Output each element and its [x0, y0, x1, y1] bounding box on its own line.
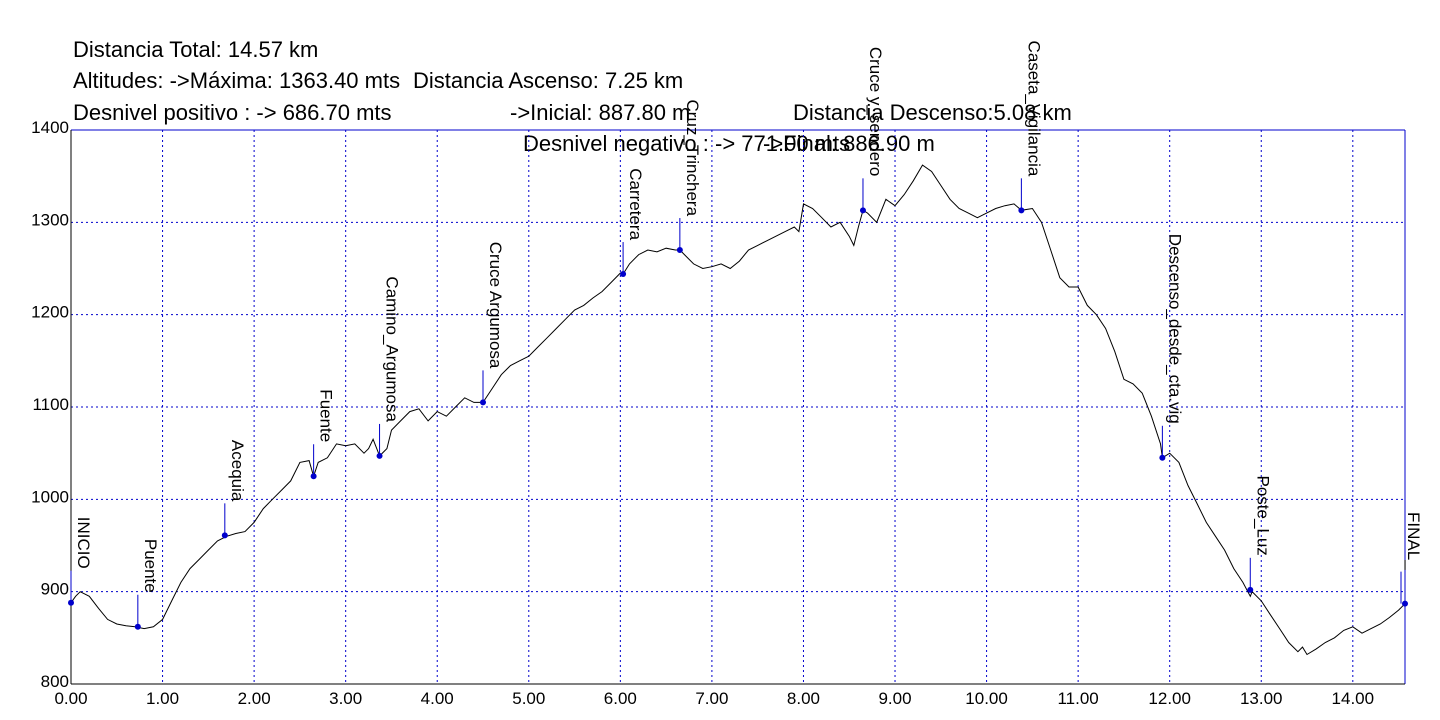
waypoint-marker	[859, 207, 866, 214]
x-tick-label: 1.00	[146, 689, 179, 708]
waypoint-label: FINAL_	[1404, 512, 1423, 570]
x-tick-label: 10.00	[965, 689, 1008, 708]
x-tick-label: 14.00	[1332, 689, 1375, 708]
waypoint-marker	[376, 452, 383, 459]
waypoint-label: Cruce y_sendero	[866, 47, 885, 176]
x-tick-label: 6.00	[604, 689, 637, 708]
altitude-max: Altitudes: ->Máxima: 1363.40 mts	[73, 68, 401, 93]
altitude-initial: ->Inicial: 887.80 m	[510, 99, 691, 125]
waypoint-marker	[1159, 454, 1166, 461]
waypoint-marker	[676, 247, 683, 254]
x-tick-label: 2.00	[238, 689, 271, 708]
elevation-gain: Desnivel positivo : -> 686.70 mts	[73, 99, 392, 125]
stats-row-altitude: Altitudes: ->Máxima: 1363.40 mts ->Inici…	[73, 34, 935, 156]
waypoint-marker	[1402, 600, 1408, 607]
x-tick-label: 7.00	[695, 689, 728, 708]
waypoint-marker	[480, 399, 487, 406]
waypoint-label: Descenso_desde_cta.vig	[1165, 234, 1184, 424]
waypoint-marker	[68, 599, 74, 606]
total-distance: Distancia Total: 14.57 km	[73, 36, 319, 62]
waypoint-marker	[620, 271, 627, 278]
elevation-profile-line	[70, 164, 1406, 656]
waypoint-label: Cruz_Trinchera	[683, 100, 702, 217]
y-tick-label: 1100	[32, 395, 69, 414]
waypoint-marker	[1018, 207, 1025, 214]
x-tick-label: 0.00	[54, 689, 87, 708]
waypoint-label: Acequia	[228, 440, 247, 502]
x-tick-label: 11.00	[1057, 689, 1098, 708]
x-tick-label: 5.00	[512, 689, 545, 708]
waypoint-label: Poste_Luz	[1253, 475, 1272, 555]
stats-row-distance: Distancia Total: 14.57 km Distancia Asce…	[73, 2, 1072, 125]
waypoint-label: Camino_Argumosa	[383, 276, 402, 422]
x-tick-label: 3.00	[329, 689, 362, 708]
y-tick-label: 900	[41, 580, 69, 599]
waypoint-label: INICIO	[74, 517, 93, 569]
y-tick-label: 1300	[31, 210, 69, 229]
x-tick-label: 9.00	[878, 689, 911, 708]
x-tick-label: 12.00	[1148, 689, 1191, 708]
waypoint-label: Fuente	[317, 389, 336, 442]
y-tick-label: 800	[41, 672, 69, 691]
x-tick-label: 4.00	[421, 689, 454, 708]
route-statistics: Distancia Total: 14.57 km Distancia Asce…	[73, 2, 1072, 157]
waypoint-marker	[310, 473, 317, 480]
ascent-distance: Distancia Ascenso: 7.25 km	[413, 68, 684, 93]
x-tick-label: 13.00	[1240, 689, 1283, 708]
stats-row-elevation: Desnivel positivo : -> 686.70 mts Desniv…	[73, 65, 850, 157]
waypoint-label: Carretera	[626, 168, 645, 240]
waypoint-label: Puente	[141, 539, 160, 593]
waypoint-label: Caseta_Vigilancia	[1024, 41, 1043, 177]
x-tick-label: 8.00	[787, 689, 820, 708]
y-tick-label: 1200	[31, 303, 69, 322]
waypoint-marker	[134, 623, 141, 630]
y-tick-label: 1000	[31, 487, 69, 506]
waypoint-label: Cruce Argumosa	[486, 242, 505, 369]
waypoint-marker	[221, 532, 228, 539]
elevation-loss: Desnivel negativo : -> 771.00 mts	[523, 131, 851, 156]
waypoint-marker	[1247, 586, 1254, 593]
y-tick-label: 1400	[31, 118, 69, 137]
altitude-final: ->Final: 886.90 m	[763, 131, 935, 156]
descent-distance: Distancia Descenso:5.08 km	[793, 99, 1072, 125]
